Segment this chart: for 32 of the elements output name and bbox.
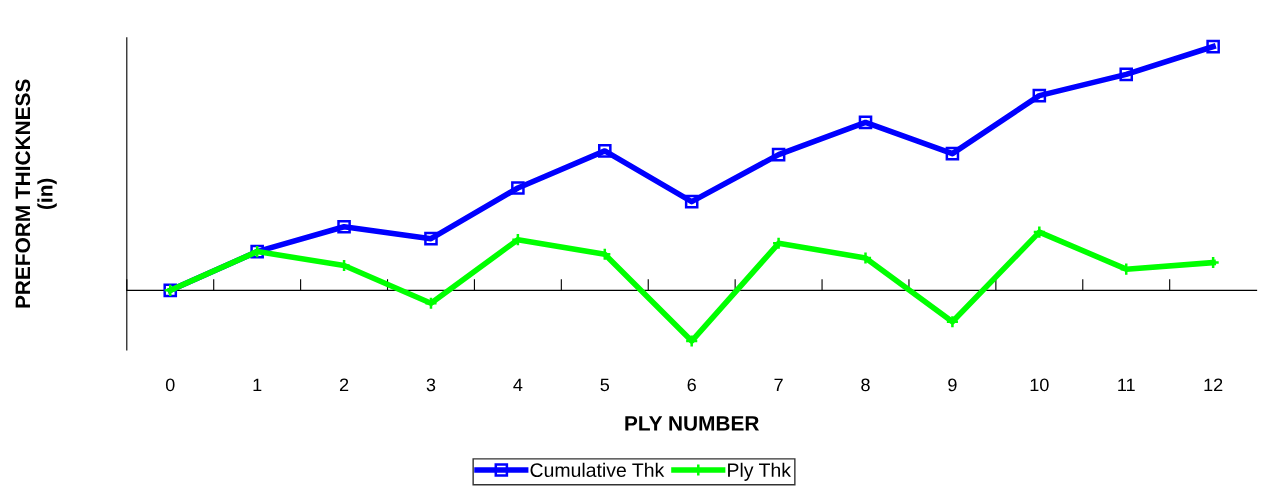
- point: [858, 115, 873, 130]
- x-tick-label: 8: [861, 378, 870, 392]
- y-axis-title: PREFORM THICKNESS (in): [15, 79, 57, 308]
- point: [771, 147, 786, 162]
- x-tick-label: 2: [339, 378, 349, 392]
- x-tick-label: 4: [513, 378, 523, 392]
- x-axis-title: PLY NUMBER: [625, 416, 759, 431]
- point: [511, 181, 525, 195]
- x-tick-label: 9: [948, 378, 957, 392]
- x-tick-label: 12: [1204, 378, 1223, 392]
- point: [684, 334, 699, 348]
- point: [1206, 39, 1220, 54]
- point: [337, 219, 351, 234]
- x-tick-label: 10: [1030, 378, 1049, 392]
- point: [945, 146, 960, 161]
- point: [945, 314, 960, 329]
- point: [1032, 225, 1047, 239]
- x-tick-label: 3: [426, 378, 436, 392]
- x-tick-label: 0: [165, 378, 175, 392]
- x-tick-label: 7: [774, 378, 783, 392]
- legend-label: Ply Thk: [728, 462, 791, 481]
- point: [684, 194, 699, 209]
- point: [1119, 67, 1134, 82]
- x-tick-label: 6: [687, 378, 696, 392]
- point: [1032, 88, 1047, 103]
- x-tick-label: 1: [253, 378, 262, 392]
- x-tick-label: 11: [1118, 378, 1135, 392]
- x-tick-label: 5: [600, 378, 610, 392]
- point: [597, 144, 612, 158]
- point: [424, 231, 438, 246]
- legend-label: Cumulative Thk: [530, 462, 665, 478]
- point: [424, 296, 438, 311]
